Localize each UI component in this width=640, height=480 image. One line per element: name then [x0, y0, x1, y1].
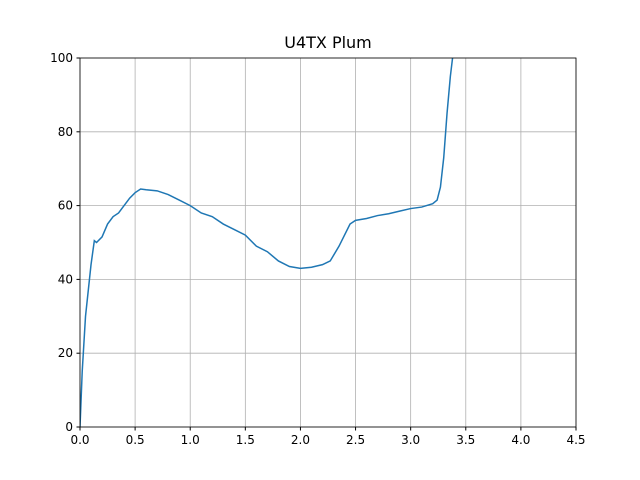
line-series	[80, 58, 454, 427]
y-tick-label: 20	[58, 346, 73, 360]
chart-title: U4TX Plum	[284, 33, 372, 52]
x-tick-label: 2.5	[346, 433, 365, 447]
x-tick-label: 3.0	[401, 433, 420, 447]
y-tick-label: 60	[58, 199, 73, 213]
y-tick-label: 0	[65, 420, 73, 434]
y-tick-label: 100	[50, 51, 73, 65]
x-tick-label: 1.5	[236, 433, 255, 447]
x-tick-label: 4.5	[566, 433, 585, 447]
x-tick-label: 4.0	[511, 433, 530, 447]
x-tick-label: 3.5	[456, 433, 475, 447]
x-tick-label: 0.0	[70, 433, 89, 447]
y-tick-label: 80	[58, 125, 73, 139]
y-tick-label: 40	[58, 272, 73, 286]
x-tick-label: 2.0	[291, 433, 310, 447]
x-tick-label: 1.0	[181, 433, 200, 447]
x-tick-label: 0.5	[126, 433, 145, 447]
plot-frame	[79, 57, 577, 428]
